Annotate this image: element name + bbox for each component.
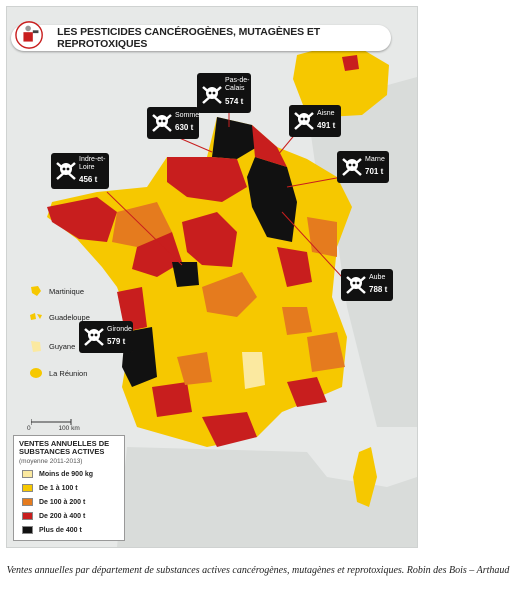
region-east-red: [277, 247, 312, 287]
callout-value: 579 t: [107, 337, 126, 346]
scale-distance: 100 km: [58, 425, 80, 432]
callout-pas-de-calais: Pas-de- Calais 574 t: [197, 73, 251, 113]
callout-somme: Somme 630 t: [147, 107, 199, 139]
reunion-shape: [30, 368, 42, 378]
overseas-label: Martinique: [49, 286, 85, 296]
england-red-patch: [342, 55, 359, 71]
legend-swatch: [22, 470, 33, 478]
callout-gironde: Gironde 579 t: [79, 321, 133, 353]
legend-label: De 100 à 200 t: [39, 498, 86, 506]
skull-crossbones-icon: [56, 162, 76, 180]
callout-name-line1: Somme: [175, 112, 200, 119]
callout-name-line1: Gironde: [107, 326, 132, 333]
map-title: LES PESTICIDES CANCÉROGÈNES, MUTAGÈNES E…: [57, 26, 321, 50]
callout-value: 456 t: [79, 175, 98, 184]
callout-value: 491 t: [317, 121, 336, 130]
callout-name-line1: Marne: [365, 156, 385, 163]
scale-bar-line: [31, 419, 72, 425]
region-indre-black: [172, 262, 199, 287]
callout-value: 630 t: [175, 123, 194, 132]
legend-label: Plus de 400 t: [39, 526, 82, 534]
region-alps-orange: [282, 307, 312, 335]
pesticide-sprayer-icon: [15, 21, 43, 49]
callout-name-line2: Calais: [225, 85, 245, 92]
callout-name-line1: Aube: [369, 274, 386, 281]
skull-crossbones-icon: [346, 276, 366, 294]
callout-marne: Marne 701 t: [337, 151, 389, 183]
callout-name-line2: Loire: [79, 164, 95, 171]
region-west-red: [47, 197, 117, 242]
skull-crossbones-icon: [342, 158, 362, 176]
legend-title-line1: VENTES ANNUELLES DE: [19, 439, 110, 448]
legend-title-line2: SUBSTANCES ACTIVES: [19, 447, 105, 456]
overseas-label: Guyane: [49, 341, 76, 351]
region-southwest-red: [152, 382, 192, 417]
skull-crossbones-icon: [84, 328, 104, 346]
overseas-guyane: Guyane: [29, 339, 75, 353]
legend-item: De 200 à 400 t: [22, 512, 85, 520]
callout-name-line1: Aisne: [317, 110, 335, 117]
legend-item: De 100 à 200 t: [22, 498, 85, 506]
legend-subtitle: (moyenne 2011-2013): [19, 458, 83, 465]
region-nord-black: [212, 117, 257, 159]
region-marne-black: [247, 157, 297, 242]
region-center-red: [182, 212, 237, 267]
corsica: [353, 447, 377, 507]
region-west-coast-red: [117, 287, 147, 332]
map-figure: LES PESTICIDES CANCÉROGÈNES, MUTAGÈNES E…: [6, 6, 418, 548]
legend-label: De 200 à 400 t: [39, 512, 86, 520]
legend-label: De 1 à 100 t: [39, 484, 78, 492]
callout-name-line1: Pas-de-: [225, 77, 250, 84]
skull-crossbones-icon: [152, 114, 172, 132]
callout-aube: Aube 788 t: [341, 269, 393, 301]
legend-swatch: [22, 498, 33, 506]
guyane-shape: [31, 341, 41, 352]
overseas-label: Guadeloupe: [49, 312, 90, 322]
legend-item: De 1 à 100 t: [22, 484, 78, 492]
legend-swatch: [22, 512, 33, 520]
region-west-orange: [112, 202, 172, 247]
map-title-bar: LES PESTICIDES CANCÉROGÈNES, MUTAGÈNES E…: [11, 21, 391, 51]
region-pale-center: [242, 352, 265, 389]
neighbor-land-south: [117, 447, 417, 547]
legend: VENTES ANNUELLES DE SUBSTANCES ACTIVES (…: [13, 435, 125, 541]
region-south-red-2: [287, 377, 327, 407]
region-center-orange: [202, 272, 257, 317]
callout-value: 574 t: [225, 97, 244, 106]
callout-value: 701 t: [365, 167, 384, 176]
legend-title: VENTES ANNUELLES DE SUBSTANCES ACTIVES: [19, 440, 124, 456]
overseas-panel: Martinique Guadeloupe Guyane La Réunion: [29, 277, 99, 397]
legend-swatch: [22, 484, 33, 492]
martinique-shape: [31, 286, 41, 296]
legend-swatch: [22, 526, 33, 534]
callout-value: 788 t: [369, 285, 388, 294]
scale-bar: 0 100 km: [27, 419, 80, 432]
overseas-martinique: Martinique: [29, 285, 84, 297]
neighbor-land-east: [307, 77, 417, 427]
legend-item: Moins de 900 kg: [22, 470, 93, 478]
callout-name-line1: Indre-et-: [79, 156, 106, 163]
guadeloupe-shape: [30, 313, 42, 320]
overseas-reunion: La Réunion: [29, 367, 87, 379]
overseas-guadeloupe: Guadeloupe: [29, 311, 90, 323]
callout-indre-et-loire: Indre-et- Loire 456 t: [51, 153, 109, 189]
region-south-red: [202, 412, 257, 447]
region-southwest-orange: [177, 352, 212, 385]
skull-crossbones-icon: [202, 86, 222, 104]
england-land: [293, 47, 389, 117]
scale-zero: 0: [27, 425, 31, 432]
legend-label: Moins de 900 kg: [39, 470, 94, 478]
overseas-label: La Réunion: [49, 368, 88, 378]
skull-crossbones-icon: [294, 112, 314, 130]
region-loire-red: [132, 232, 182, 277]
region-aisne-red: [252, 125, 287, 167]
region-southeast-orange: [307, 332, 345, 372]
legend-item: Plus de 400 t: [22, 526, 82, 534]
france-map: [47, 47, 417, 547]
figure-caption: Ventes annuelles par département de subs…: [6, 565, 510, 576]
callout-aisne: Aisne 491 t: [289, 105, 341, 137]
region-north-red: [167, 157, 247, 202]
